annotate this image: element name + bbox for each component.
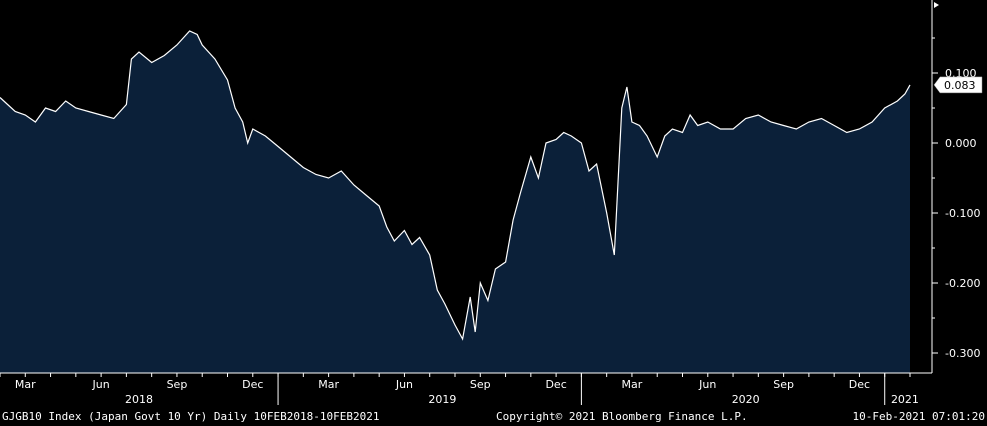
x-tick-label: Sep <box>167 378 188 391</box>
x-axis: Mar Jun Sep Dec Mar Jun Sep Dec Mar Jun Sep Dec 2018… <box>0 372 932 406</box>
series-line <box>0 30 911 341</box>
footer-copyright: Copyright© 2021 Bloomberg Finance L.P. <box>496 410 748 423</box>
y-tick-label: 0.000 <box>945 137 977 150</box>
axis-arrow-icon <box>934 2 939 8</box>
x-tick-label: Jun <box>92 378 110 391</box>
last-value-label: 0.083 <box>944 79 976 92</box>
line-layer <box>0 30 911 341</box>
last-value-box <box>933 76 983 94</box>
footer-security: GJGB10 Index (Japan Govt 10 Yr) Daily 10… <box>2 410 380 423</box>
x-tick-label: Jun <box>395 378 413 391</box>
year-label: 2021 <box>891 393 919 406</box>
y-tick-label: -0.100 <box>945 207 980 220</box>
x-tick-label: Sep <box>470 378 491 391</box>
footer: GJGB10 Index (Japan Govt 10 Yr) Daily 10… <box>0 408 987 426</box>
area-layer <box>0 31 910 373</box>
x-tick-label: Mar <box>622 378 643 391</box>
year-label: 2020 <box>732 393 760 406</box>
x-tick-label: Dec <box>849 378 870 391</box>
year-label: 2018 <box>125 393 153 406</box>
footer-timestamp: 10-Feb-2021 07:01:20 <box>852 410 985 423</box>
x-tick-label: Sep <box>773 378 794 391</box>
year-label: 2019 <box>428 393 456 406</box>
y-tick-label: -0.300 <box>945 347 980 360</box>
x-tick-label: Dec <box>242 378 263 391</box>
x-tick-label: Mar <box>15 378 36 391</box>
series-area <box>0 31 910 373</box>
x-tick-label: Jun <box>698 378 716 391</box>
x-tick-label: Dec <box>545 378 566 391</box>
last-value-marker: 0.083 <box>933 76 983 94</box>
y-tick-label: -0.200 <box>945 277 980 290</box>
x-tick-label: Mar <box>318 378 339 391</box>
